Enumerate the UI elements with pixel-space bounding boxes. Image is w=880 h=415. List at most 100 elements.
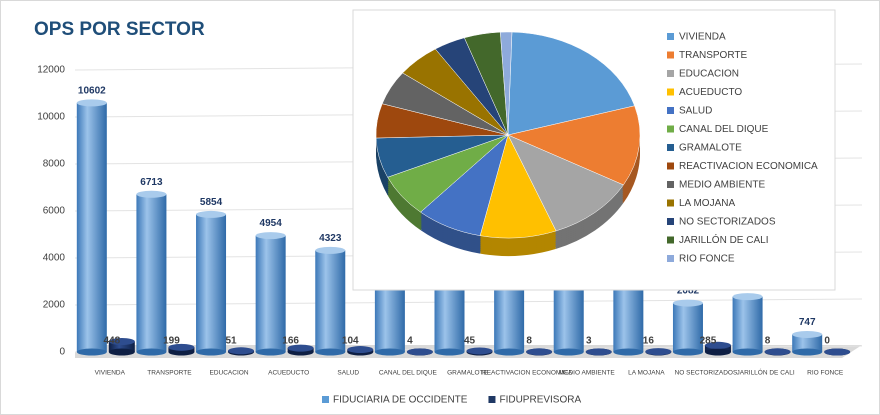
bar-part <box>494 348 525 356</box>
bar-part <box>526 348 553 356</box>
legend-label: FIDUCIARIA DE OCCIDENTE <box>333 395 468 406</box>
bar <box>824 348 851 356</box>
bar-part <box>76 348 107 356</box>
bar <box>704 341 731 356</box>
x-tick-label: TRANSPORTE <box>147 370 192 377</box>
bar <box>255 232 286 356</box>
bar <box>228 347 255 356</box>
bar-part <box>255 235 286 352</box>
bar-part <box>136 190 167 198</box>
bar <box>196 210 227 356</box>
bar-part <box>613 348 644 356</box>
bar <box>672 299 703 356</box>
y-tick-label: 4000 <box>43 253 66 264</box>
bar-part <box>672 303 703 352</box>
bar-part <box>434 348 465 356</box>
bar-part <box>585 348 612 356</box>
x-tick-label: NO SECTORIZADOS <box>675 370 738 377</box>
bar-part <box>108 341 135 352</box>
bar-part <box>255 232 286 240</box>
bar-part <box>672 348 703 356</box>
pie-slice <box>500 31 513 136</box>
legend-swatch <box>667 255 674 262</box>
legend-label: JARILLÓN DE CALI <box>679 233 768 246</box>
legend-swatch <box>488 396 496 403</box>
bar-part <box>553 284 584 352</box>
legend-swatch <box>667 70 674 77</box>
bar-part <box>645 348 672 356</box>
bar-part <box>108 348 135 356</box>
bar <box>553 281 584 356</box>
legend-label: ACUEDUCTO <box>679 87 742 98</box>
bar-part <box>315 250 346 352</box>
bar <box>494 281 525 356</box>
legend-swatch <box>322 396 329 403</box>
bar <box>108 337 135 356</box>
bar-part <box>136 194 167 352</box>
bar-part <box>732 348 763 356</box>
bar <box>315 246 346 356</box>
legend-label: REACTIVACION ECONOMICA <box>679 161 818 172</box>
bar-part <box>672 299 703 307</box>
y-tick-label: 2000 <box>43 300 66 311</box>
bar-part <box>494 284 525 352</box>
data-label: 45 <box>464 336 476 347</box>
legend-label: VIVIENDA <box>679 32 726 43</box>
bar <box>645 348 672 356</box>
data-label: 16 <box>643 336 655 347</box>
bar <box>732 293 763 356</box>
x-tick-label: LA MOJANA <box>628 370 665 377</box>
x-tick-label: MEDIO AMBIENTE <box>559 370 616 377</box>
legend-label: SALUD <box>679 106 712 117</box>
bar-part <box>764 348 791 356</box>
x-tick-label: SALUD <box>337 370 359 377</box>
legend-swatch <box>667 162 674 170</box>
bar <box>526 348 553 356</box>
bar-part <box>824 348 851 356</box>
legend-swatch <box>667 181 674 188</box>
data-label: 0 <box>824 336 830 347</box>
legend-swatch <box>667 144 674 151</box>
data-label: 51 <box>225 336 237 347</box>
legend-swatch <box>667 107 674 114</box>
bar-part <box>168 343 195 351</box>
bar-part <box>553 348 584 356</box>
bar-part <box>228 347 255 355</box>
x-tick-label: EDUCACION <box>210 370 249 377</box>
bar-part <box>374 348 405 356</box>
data-label: 8 <box>526 336 532 347</box>
x-tick-label: ACUEDUCTO <box>268 370 309 377</box>
bar-part <box>406 348 433 356</box>
legend-label: NO SECTORIZADOS <box>679 217 776 228</box>
bar <box>347 346 374 356</box>
legend-swatch <box>667 236 674 244</box>
data-label: 4323 <box>319 233 342 244</box>
y-tick-label: 8000 <box>43 159 66 170</box>
bar-part <box>196 214 227 352</box>
legend-swatch <box>667 125 674 133</box>
bar <box>585 348 612 356</box>
x-tick-label: GRAMALOTE <box>447 370 488 377</box>
bar <box>792 330 823 356</box>
y-tick-label: 0 <box>59 347 65 358</box>
bar <box>613 280 644 356</box>
x-tick-label: CANAL DEL DIQUE <box>379 370 438 377</box>
bar <box>287 344 314 356</box>
data-label: 747 <box>799 317 816 328</box>
bar-part <box>732 293 763 301</box>
legend-label: RIO FONCE <box>679 254 735 265</box>
legend-swatch <box>667 33 674 40</box>
bar <box>136 190 167 356</box>
legend-swatch <box>667 88 674 96</box>
bar <box>76 99 107 356</box>
data-label: 285 <box>700 336 717 347</box>
bar-part <box>315 246 346 254</box>
bar-part <box>76 99 107 107</box>
legend-label: FIDUPREVISORA <box>499 395 581 406</box>
data-label: 3 <box>586 336 592 347</box>
data-label: 166 <box>282 336 299 347</box>
data-label: 104 <box>342 336 359 347</box>
pie-slice <box>507 105 641 186</box>
bar <box>406 348 433 356</box>
x-tick-label: RIO FONCE <box>807 370 844 377</box>
